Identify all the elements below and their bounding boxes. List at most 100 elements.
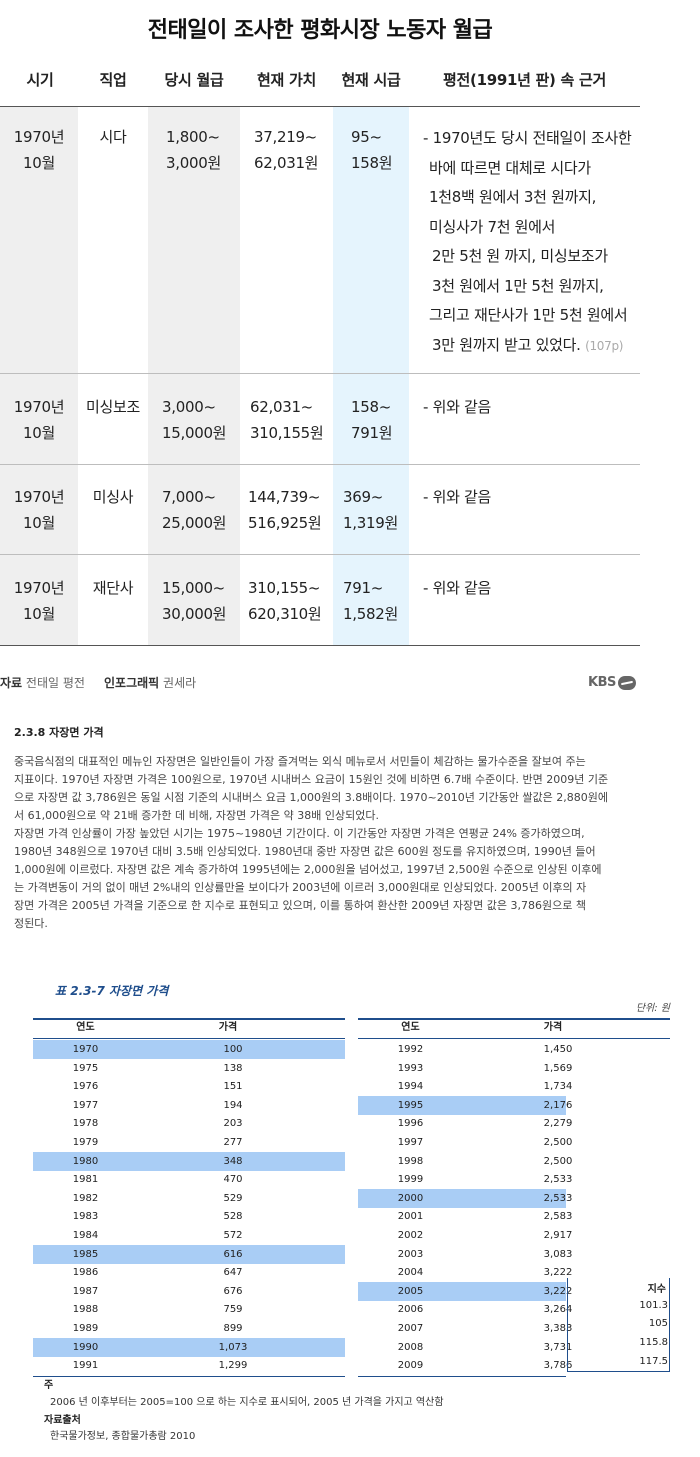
year-cell: 1986 [72, 1267, 99, 1279]
hourly-min: 95~ [351, 128, 382, 146]
year-cell: 1982 [72, 1192, 99, 1204]
price-cell: 138 [223, 1062, 243, 1074]
col-header-hourly-now: 현재 시급 [341, 71, 401, 89]
period-cell: 1970년 10월 [0, 484, 78, 536]
price-cell: 470 [223, 1174, 243, 1186]
basis-line: 2만 5천 원 까지, 미싱보조가 [432, 247, 608, 265]
year-cell: 1997 [397, 1137, 424, 1148]
wage-then-cell: 15,000~ 30,000원 [162, 575, 240, 627]
year-cell: 1998 [397, 1155, 424, 1167]
price-table-left: 연도 가격 1970 100 1975 138 1976 151 1977 194 1978 20… [33, 1018, 345, 1378]
period-year: 1970년 [13, 579, 65, 597]
price-cell: 1,734 [543, 1081, 573, 1093]
basis-line: 3천 원에서 1만 5천 원까지, [432, 276, 604, 295]
period-month: 10월 [23, 154, 55, 172]
year-cell: 2008 [397, 1341, 424, 1353]
price-cell: 3,222 [543, 1285, 573, 1297]
job-cell: 재단사 [92, 579, 134, 597]
header-rule [358, 1038, 670, 1039]
table-row: 2008 3,731 [358, 1338, 573, 1357]
year-cell: 1990 [72, 1341, 99, 1353]
year-cell: 1977 [72, 1099, 99, 1111]
year-cell: 1991 [72, 1360, 99, 1372]
price-cell: 2,279 [543, 1118, 573, 1130]
page-citation: (107p) [585, 338, 624, 353]
value-now-cell: 37,219~ 62,031원 [254, 124, 333, 176]
value-max: 620,310원 [248, 605, 322, 623]
col-header-price: 가격 [543, 1022, 563, 1033]
table-row: 1989 899 [33, 1319, 345, 1338]
price-cell: 759 [223, 1304, 243, 1316]
price-cell: 2,176 [543, 1099, 573, 1111]
paragraph: 중국음식점의 대표적인 메뉴인 자장면은 일반인들이 가장 즐겨먹는 외식 메뉴… [14, 753, 688, 825]
year-cell: 1992 [397, 1044, 424, 1055]
price-cell: 194 [223, 1099, 243, 1111]
table-bottom-rule [358, 1375, 566, 1377]
table-row: 1986 647 [33, 1263, 345, 1282]
table-top-rule [358, 1018, 670, 1020]
kbs-logo: KBS [588, 675, 636, 690]
hourly-max: 1,582원 [343, 605, 398, 623]
hourly-now-cell: 158~ 791원 [351, 394, 409, 446]
wage-min: 7,000~ [162, 488, 216, 506]
value-now-cell: 310,155~ 620,310원 [248, 575, 333, 627]
kbs-logo-icon [617, 675, 636, 690]
header-rule [33, 1038, 345, 1039]
infographic-credits: 자료 전태일 평전 인포그래픽 권세라 [0, 674, 196, 691]
hourly-min: 158~ [351, 398, 391, 416]
index-value: 115.8 [639, 1337, 668, 1348]
price-cell: 2,500 [543, 1137, 573, 1148]
price-cell: 572 [223, 1230, 243, 1241]
price-cell: 3,222 [543, 1267, 573, 1279]
year-cell: 2001 [397, 1211, 424, 1223]
row-divider [0, 464, 640, 465]
paragraph-line: 장면 가격은 2005년 가격을 기준으로 한 지수로 표현되고 있으며, 이를… [14, 899, 586, 912]
wage-max: 15,000원 [162, 424, 227, 442]
year-cell: 1983 [72, 1211, 99, 1223]
index-value: 101.3 [639, 1300, 668, 1311]
table-caption: 표 2.3-7 자장면 가격 [55, 984, 169, 998]
infographic-title: 전태일이 조사한 평화시장 노동자 월급 [147, 18, 493, 43]
price-cell: 899 [223, 1323, 243, 1334]
price-cell: 348 [223, 1155, 243, 1167]
header-rule [0, 106, 640, 107]
year-cell: 2009 [397, 1360, 424, 1372]
col-header-year: 연도 [401, 1022, 420, 1033]
source-value: 전태일 평전 [25, 676, 85, 690]
col-header-basis: 평전(1991년 판) 속 근거 [443, 71, 606, 89]
year-cell: 1978 [72, 1118, 99, 1130]
price-cell: 616 [223, 1248, 243, 1260]
price-cell: 3,083 [543, 1248, 573, 1260]
table-row: 1988 759 [33, 1300, 345, 1319]
period-year: 1970년 [13, 398, 65, 416]
value-min: 310,155~ [248, 579, 321, 597]
basis-line: 1천8백 원에서 3천 원까지, [429, 188, 597, 206]
col-header-year: 연도 [76, 1022, 95, 1033]
price-cell: 2,533 [543, 1192, 573, 1204]
price-cell: 3,731 [543, 1341, 573, 1353]
table-row: 1991 1,299 [33, 1356, 345, 1375]
table-row: 1983 528 [33, 1207, 345, 1226]
price-cell: 100 [223, 1044, 243, 1055]
price-cell: 277 [223, 1137, 243, 1148]
source-text: 한국물가정보, 종합물가총람 2010 [50, 1431, 196, 1442]
wage-max: 25,000원 [162, 514, 227, 532]
period-month: 10월 [23, 514, 55, 532]
price-cell: 3,383 [543, 1323, 573, 1334]
year-cell: 1988 [72, 1304, 99, 1316]
year-cell: 1987 [72, 1285, 99, 1297]
table-bottom-rule [0, 645, 640, 646]
table-row: 2009 3,786 [358, 1356, 573, 1375]
wage-max: 30,000원 [162, 605, 227, 623]
hourly-now-cell: 95~ 158원 [351, 124, 409, 176]
table-row: 1999 2,533 [358, 1170, 573, 1189]
year-cell: 2005 [397, 1285, 424, 1297]
period-year: 1970년 [13, 488, 65, 506]
job-cell: 미싱사 [92, 488, 134, 506]
col-header-period: 시기 [26, 71, 54, 89]
value-max: 62,031원 [254, 154, 319, 172]
price-cell: 3,264 [543, 1304, 573, 1316]
source-label: 자료출처 [44, 1415, 81, 1426]
table-row: 1992 1,450 [358, 1040, 573, 1059]
table-row: 1994 1,734 [358, 1077, 573, 1096]
